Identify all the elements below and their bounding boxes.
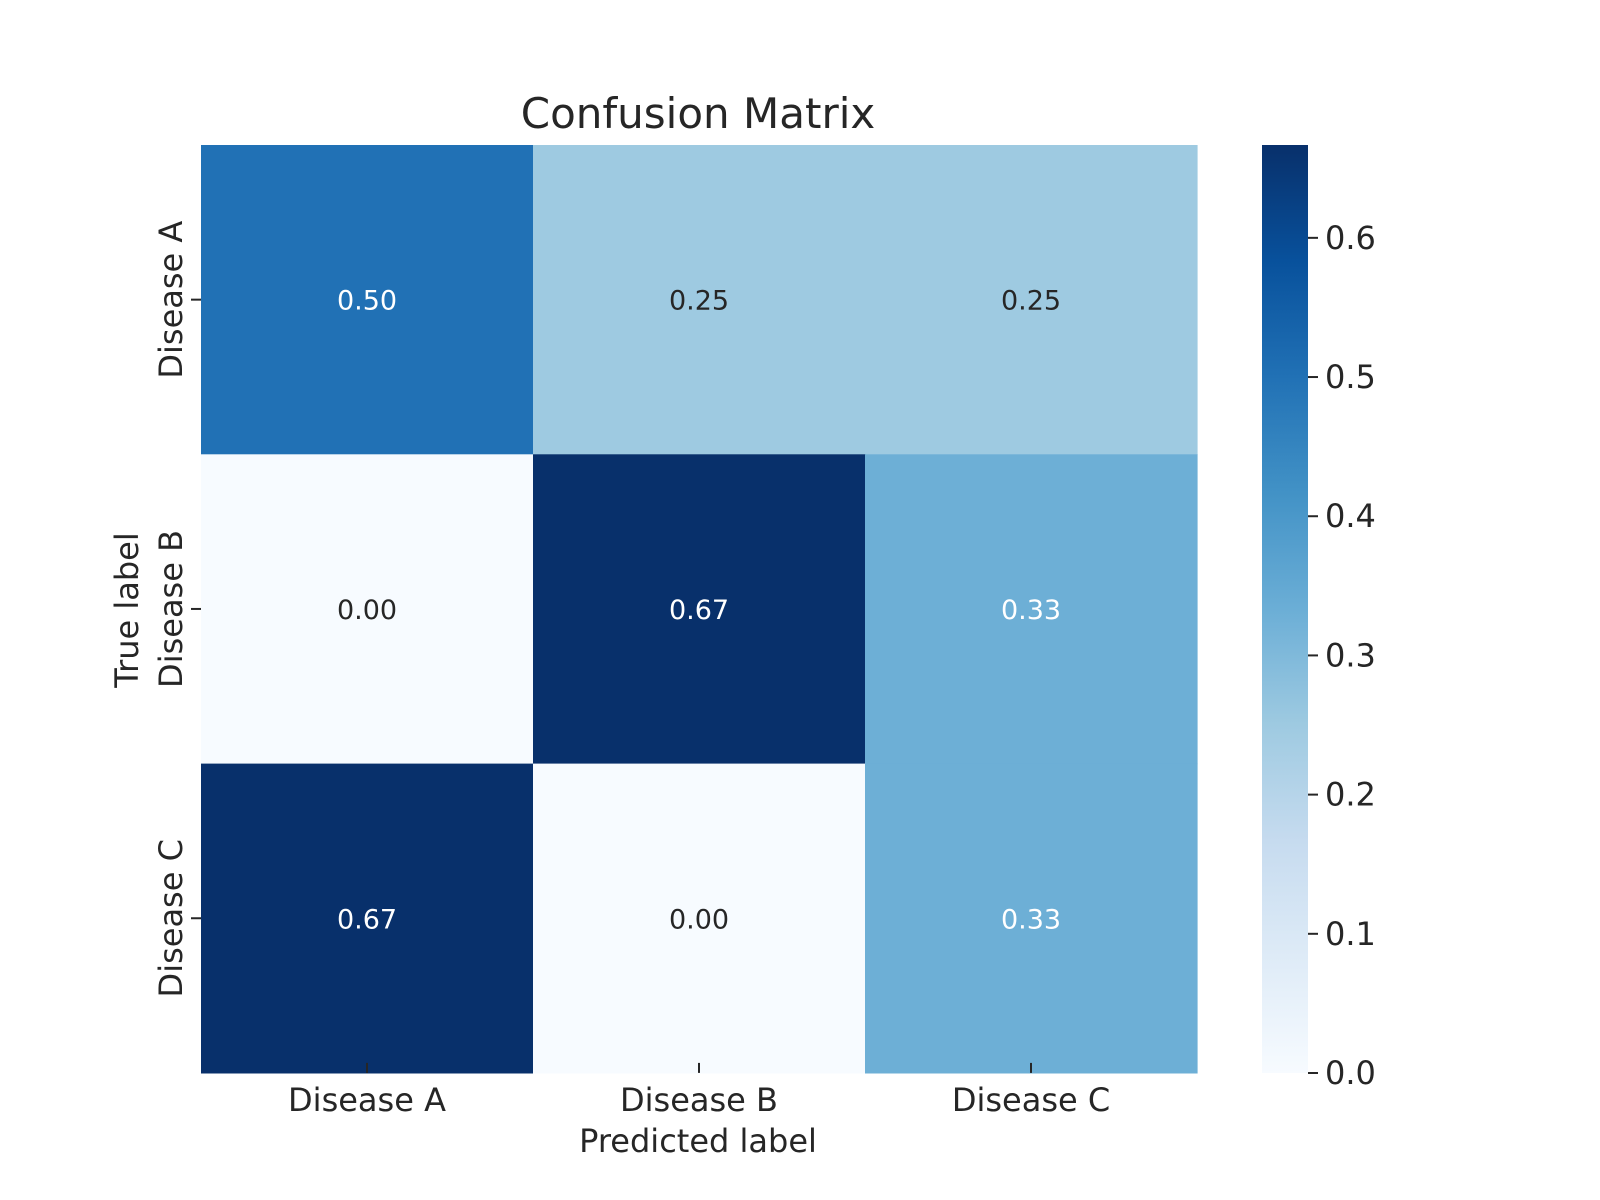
x-tick-label: Disease A xyxy=(288,1081,446,1119)
colorbar: 0.0 0.1 0.2 0.3 0.4 0.5 0.6 xyxy=(1262,145,1376,1092)
cell-value-label: 0.25 xyxy=(1001,286,1061,317)
colorbar-gradient xyxy=(1262,145,1308,1073)
colorbar-tick-label: 0.3 xyxy=(1325,636,1376,674)
colorbar-tick-label: 0.5 xyxy=(1325,358,1376,396)
y-tick-label: Disease B xyxy=(152,530,190,688)
x-tick-label: Disease C xyxy=(952,1081,1110,1119)
heatmap-cell-r1-c2 xyxy=(865,454,1198,765)
cell-value-label: 0.33 xyxy=(1001,904,1061,935)
cell-value-label: 0.67 xyxy=(669,595,729,626)
y-tick-label: Disease A xyxy=(152,221,190,379)
x-axis-ticks: Disease A Disease B Disease C xyxy=(288,1062,1110,1119)
cell-value-label: 0.33 xyxy=(1001,595,1061,626)
heatmap-cells xyxy=(201,145,1198,1074)
heatmap-cell-r0-c0 xyxy=(201,145,534,455)
colorbar-tick-label: 0.6 xyxy=(1325,219,1376,257)
colorbar-tick-label: 0.4 xyxy=(1325,497,1376,535)
colorbar-tick-label: 0.1 xyxy=(1325,915,1376,953)
cell-value-label: 0.67 xyxy=(337,904,397,935)
heatmap-cell-labels: 0.50 0.25 0.25 0.00 0.67 0.33 0.67 0.00 0.33 xyxy=(337,286,1061,936)
heatmap-cell-r0-c1 xyxy=(533,145,866,455)
heatmap-cell-r0-c2 xyxy=(865,145,1198,455)
colorbar-ticks: 0.0 0.1 0.2 0.3 0.4 0.5 0.6 xyxy=(1308,219,1376,1092)
heatmap-cell-r2-c2 xyxy=(865,763,1198,1074)
cell-value-label: 0.00 xyxy=(669,904,729,935)
heatmap-cell-r2-c0 xyxy=(201,763,534,1074)
x-axis-label: Predicted label xyxy=(579,1122,817,1160)
cell-value-label: 0.00 xyxy=(337,595,397,626)
chart-title: Confusion Matrix xyxy=(521,89,876,138)
x-tick-label: Disease B xyxy=(620,1081,778,1119)
cell-value-label: 0.50 xyxy=(337,286,397,317)
heatmap-cell-r2-c1 xyxy=(533,763,866,1074)
heatmap-cell-r1-c1 xyxy=(533,454,866,765)
y-axis-ticks: Disease A Disease B Disease C xyxy=(152,221,201,997)
colorbar-tick-label: 0.2 xyxy=(1325,776,1376,814)
y-tick-label: Disease C xyxy=(152,839,190,997)
colorbar-tick-label: 0.0 xyxy=(1325,1054,1376,1092)
heatmap-cell-r1-c0 xyxy=(201,454,534,765)
y-axis-label: True label xyxy=(108,532,146,689)
cell-value-label: 0.25 xyxy=(669,286,729,317)
